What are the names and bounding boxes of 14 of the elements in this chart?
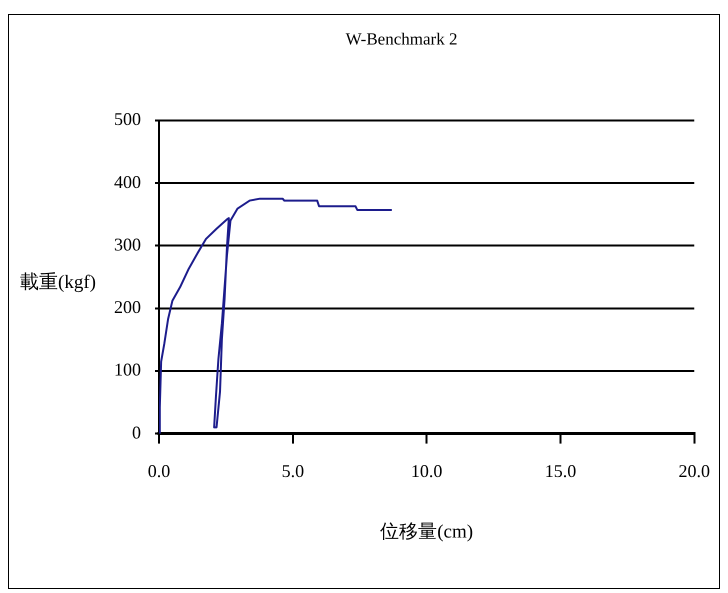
y-tick-label: 100 xyxy=(114,360,141,380)
y-tick-label: 500 xyxy=(114,109,141,130)
y-axis-title: 載重(kgf) xyxy=(20,272,96,293)
y-tick-label: 200 xyxy=(114,297,141,318)
x-tick-label: 10.0 xyxy=(410,461,442,482)
x-axis-title: 位移量(cm) xyxy=(380,522,474,543)
x-tick-label: 20.0 xyxy=(678,461,710,482)
y-tick-label: 400 xyxy=(114,172,141,192)
x-tick-label: 0.0 xyxy=(148,461,170,482)
y-tick-label: 300 xyxy=(114,234,141,254)
x-tick-label: 5.0 xyxy=(282,461,304,482)
y-tick-label: 0 xyxy=(132,422,141,442)
chart-title: W-Benchmark 2 xyxy=(346,30,458,49)
x-tick-label: 15.0 xyxy=(544,461,576,482)
